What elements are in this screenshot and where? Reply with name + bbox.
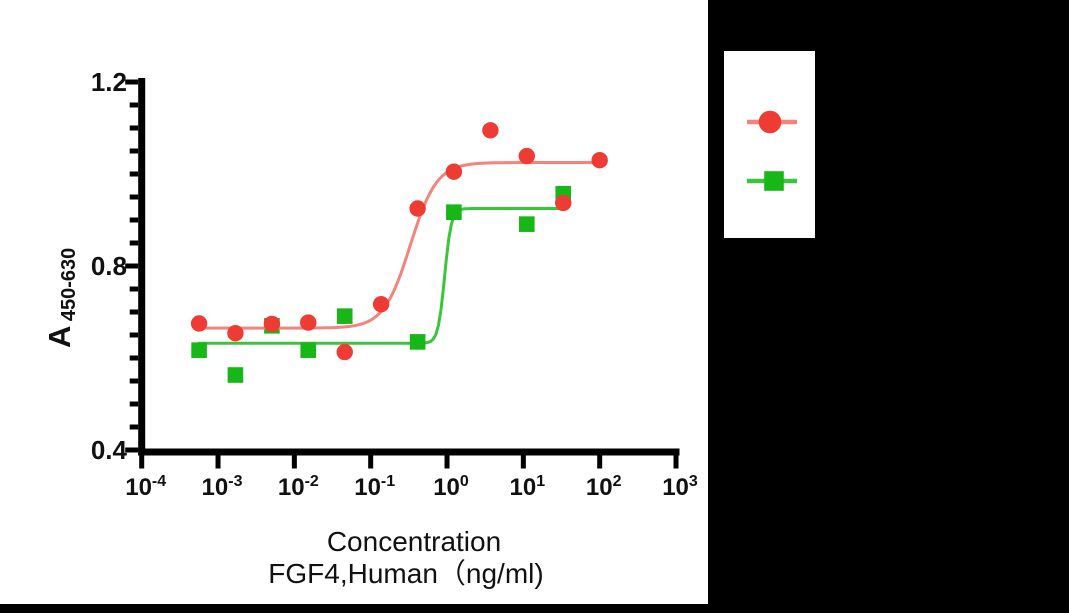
x-tick-label: 100: [433, 473, 469, 501]
x-tick-exponent: 1: [536, 473, 545, 490]
data-point-circle: [409, 200, 426, 217]
x-tick-base: 10: [278, 474, 305, 501]
y-minor-tick: [129, 125, 139, 131]
data-point-square: [336, 308, 353, 324]
x-tick-base: 10: [662, 474, 689, 501]
x-major-tick: [520, 453, 526, 469]
bottom-black-strip: [0, 604, 1069, 613]
y-minor-tick: [129, 355, 139, 361]
data-point-circle: [555, 194, 572, 212]
data-point-circle: [263, 315, 281, 333]
data-point-square: [446, 204, 462, 220]
x-major-tick: [673, 453, 679, 469]
x-tick-base: 10: [510, 474, 537, 501]
legend: [724, 51, 815, 238]
data-point-circle: [336, 343, 353, 361]
y-major-tick: [125, 79, 139, 85]
data-point-square: [409, 334, 426, 350]
x-major-tick: [139, 453, 145, 469]
x-major-tick: [291, 453, 297, 469]
y-minor-tick: [129, 378, 139, 384]
y-minor-tick: [129, 171, 139, 177]
data-point-circle: [227, 324, 244, 342]
x-tick-label: 10-4: [125, 473, 166, 501]
x-tick-label: 102: [586, 473, 622, 501]
y-minor-tick: [129, 309, 139, 315]
x-tick-label: 10-3: [202, 473, 243, 501]
legend-square-marker: [764, 171, 784, 191]
y-axis-title: A 450-630: [42, 248, 80, 348]
data-point-square: [227, 367, 244, 383]
x-tick-exponent: -2: [305, 473, 319, 490]
x-tick-label: 10-2: [278, 473, 319, 501]
x-tick-base: 10: [433, 474, 460, 501]
x-tick-label: 101: [510, 473, 546, 501]
chart-dynamic-layer: 0.40.81.210-4 10-3 10-2 10-1 100 101 102 103: [91, 67, 698, 501]
x-tick-exponent: -1: [381, 473, 395, 490]
x-tick-exponent: 2: [613, 473, 622, 490]
data-point-square: [300, 342, 317, 358]
y-minor-tick: [129, 286, 139, 292]
y-minor-tick: [129, 148, 139, 154]
data-point-circle: [445, 163, 463, 180]
data-point-circle: [300, 314, 317, 331]
y-axis-title-subscript: 450-630: [58, 248, 80, 321]
data-point-circle: [591, 152, 608, 169]
dose-response-chart: 0.40.81.210-4 10-3 10-2 10-1 100 101 102 103 A …: [42, 67, 698, 589]
x-tick-base: 10: [354, 474, 381, 501]
x-tick-exponent: 3: [689, 473, 698, 490]
x-axis-title-line2: FGF4,Human（ng/ml): [268, 558, 543, 589]
x-major-tick: [368, 453, 374, 469]
fit-curve-circle: [197, 161, 602, 330]
y-tick-label: 1.2: [91, 67, 127, 97]
x-tick-base: 10: [202, 474, 229, 501]
y-major-tick: [125, 447, 139, 453]
data-point-square: [191, 342, 207, 358]
y-minor-tick: [129, 332, 139, 338]
y-minor-tick: [129, 401, 139, 407]
data-point-circle: [190, 315, 208, 332]
data-point-circle: [518, 147, 536, 165]
data-point-circle: [482, 122, 499, 139]
x-tick-label: 103: [662, 473, 698, 501]
x-major-tick: [444, 453, 450, 469]
x-major-tick: [597, 453, 603, 469]
y-axis-line: [138, 78, 146, 456]
x-axis-line: [138, 448, 680, 456]
x-tick-label: 10-1: [354, 473, 395, 501]
x-tick-exponent: -3: [228, 473, 242, 490]
y-axis-title-base: A: [42, 326, 77, 348]
y-minor-tick: [129, 424, 139, 430]
data-point-square: [519, 216, 535, 232]
legend-circle-marker: [758, 110, 782, 134]
y-minor-tick: [129, 217, 139, 223]
x-tick-base: 10: [125, 474, 152, 501]
fit-curve-square: [197, 207, 565, 345]
data-point-circle: [372, 295, 390, 313]
x-tick-exponent: -4: [152, 473, 166, 490]
y-major-tick: [125, 263, 139, 269]
y-tick-label: 0.8: [91, 251, 127, 281]
y-minor-tick: [129, 240, 139, 246]
x-major-tick: [215, 453, 221, 469]
x-tick-exponent: 0: [460, 473, 469, 490]
y-tick-label: 0.4: [91, 435, 128, 465]
x-axis-title-line1: Concentration: [327, 526, 501, 557]
y-minor-tick: [129, 102, 139, 108]
legend-markers: [747, 110, 797, 191]
y-minor-tick: [129, 194, 139, 200]
x-tick-base: 10: [586, 474, 613, 501]
